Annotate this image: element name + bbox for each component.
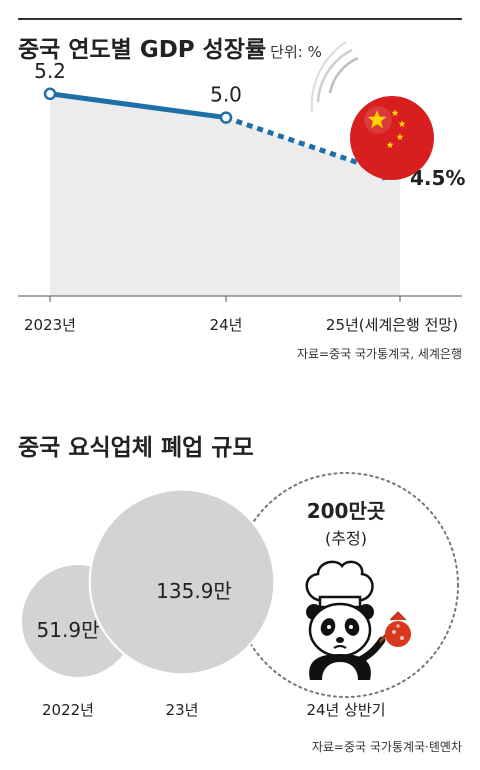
gdp-value-labels: 5.2 5.0 4.5% (34, 59, 465, 190)
gdp-category-label: 2023년 (24, 316, 76, 334)
closure-value-label: 135.9만 (156, 579, 232, 603)
closure-category-label: 23년 (166, 701, 199, 719)
panda-chef-icon (305, 560, 411, 680)
gdp-points (43, 87, 233, 124)
closure-bubble (88, 488, 276, 676)
closure-chart-title: 중국 요식업체 폐업 규모 (18, 435, 254, 461)
gdp-unit-label: 단위: % (270, 43, 322, 61)
gdp-value-label: 5.2 (34, 59, 66, 83)
gdp-chart-title: 중국 연도별 GDP 성장률 단위: % (18, 30, 322, 64)
gdp-point (43, 87, 57, 101)
gdp-line-actual (47, 91, 229, 121)
top-rule (18, 18, 462, 20)
gdp-point (219, 111, 233, 124)
closure-category-label: 2022년 (42, 701, 94, 719)
gdp-category-labels: 2023년 24년 25년(세계은행 전망) (24, 316, 458, 334)
gdp-title-text: 중국 연도별 GDP 성장률 (18, 37, 267, 63)
closure-source: 자료=중국 국가통계국·톈옌차 (311, 740, 462, 754)
gdp-area-fill (50, 93, 400, 296)
closure-value-label: 200만곳 (307, 499, 386, 523)
gdp-value-label: 4.5% (410, 166, 465, 190)
closure-value-label: 51.9만 (37, 618, 100, 642)
closure-category-labels: 2022년 23년 24년 상반기 (42, 701, 386, 719)
closure-note-label: (추정) (325, 529, 367, 548)
gdp-value-label: 5.0 (210, 83, 242, 107)
china-flag-ball-icon (310, 41, 434, 180)
gdp-category-label: 25년(세계은행 전망) (326, 316, 458, 334)
closure-category-label: 24년 상반기 (306, 701, 385, 719)
closure-value-labels: 51.9만 135.9만 200만곳 (추정) (37, 499, 386, 642)
gdp-category-label: 24년 (210, 316, 243, 334)
gdp-source: 자료=중국 국가통계국, 세계은행 (296, 347, 462, 361)
gdp-ticks (49, 296, 401, 302)
closure-bubbles (19, 472, 459, 698)
